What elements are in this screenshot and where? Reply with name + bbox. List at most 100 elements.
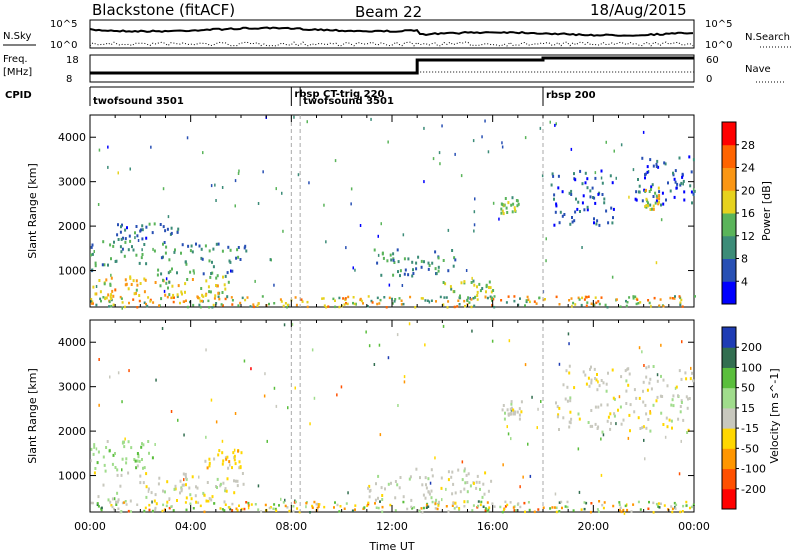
heatmap-cell (367, 295, 370, 298)
heatmap-cell (643, 438, 645, 442)
heatmap-cell (136, 452, 139, 455)
heatmap-cell (102, 240, 105, 244)
heatmap-cell (598, 302, 601, 306)
heatmap-cell (652, 204, 655, 208)
heatmap-cell (127, 287, 130, 291)
heatmap-cell (458, 507, 461, 510)
heatmap-cell (656, 196, 659, 200)
heatmap-cell (109, 500, 112, 504)
heatmap-cell (456, 305, 459, 308)
heatmap-cell (620, 375, 623, 379)
heatmap-cell (471, 509, 474, 512)
heatmap-cell (627, 436, 630, 440)
heatmap-cell (455, 505, 458, 508)
colorbar-tick-label: 24 (741, 162, 755, 175)
heatmap-cell (280, 300, 283, 303)
heatmap-cell (394, 496, 397, 500)
heatmap-cell (154, 281, 157, 284)
heatmap-cell (147, 489, 150, 493)
heatmap-cell (609, 427, 612, 431)
heatmap-cell (142, 443, 145, 447)
heatmap-cell (615, 422, 617, 426)
heatmap-cell (217, 453, 220, 457)
heatmap-cell (647, 170, 650, 173)
heatmap-cell (649, 377, 652, 381)
freq-label: Freq. (3, 54, 28, 65)
heatmap-cell (612, 207, 615, 211)
heatmap-cell (626, 508, 629, 512)
heatmap-cell (210, 398, 213, 402)
heatmap-cell (502, 212, 505, 216)
heatmap-cell (510, 437, 512, 441)
heatmap-cell (562, 383, 565, 387)
heatmap-cell (479, 487, 481, 491)
colorbar-swatch (722, 488, 736, 510)
heatmap-cell (574, 303, 577, 306)
heatmap-cell (244, 244, 247, 248)
heatmap-cell (181, 243, 184, 247)
nsky-frame (89, 19, 695, 49)
x-tick-label: 08:00 (275, 520, 307, 533)
heatmap-cell (391, 297, 393, 301)
heatmap-cell (431, 500, 434, 504)
heatmap-cell (618, 508, 621, 512)
heatmap-cell (91, 300, 94, 303)
heatmap-cell (471, 276, 473, 280)
heatmap-cell (681, 305, 684, 308)
heatmap-cell (480, 500, 483, 504)
heatmap-cell (376, 296, 379, 300)
heatmap-cell (476, 285, 478, 289)
freq-unit: [MHz] (3, 67, 32, 78)
heatmap-cell (135, 253, 138, 257)
heatmap-cell (555, 295, 558, 299)
heatmap-cell (149, 300, 152, 303)
heatmap-cell (272, 507, 275, 510)
heatmap-cell (91, 252, 94, 256)
heatmap-cell (134, 236, 136, 240)
heatmap-cell (137, 239, 140, 242)
heatmap-cell (512, 412, 515, 416)
heatmap-cell (520, 410, 523, 414)
heatmap-cell (613, 149, 615, 153)
heatmap-cell (128, 301, 130, 305)
heatmap-cell (274, 507, 277, 511)
heatmap-cell (585, 296, 588, 299)
heatmap-cell (651, 183, 654, 187)
heatmap-cell (487, 489, 490, 493)
heatmap-cell (568, 191, 571, 195)
heatmap-cell (602, 506, 605, 510)
colorbar-tick-label: 12 (741, 230, 755, 243)
heatmap-cell (610, 206, 613, 210)
heatmap-cell (90, 253, 92, 257)
heatmap-cell (454, 491, 457, 495)
heatmap-cell (572, 301, 575, 305)
heatmap-cell (635, 302, 638, 306)
heatmap-cell (155, 502, 158, 506)
heatmap-cell (152, 301, 155, 304)
beam-title: Beam 22 (355, 3, 422, 21)
heatmap-cell (205, 348, 207, 352)
heatmap-cell (190, 497, 193, 501)
heatmap-cell (154, 443, 156, 446)
heatmap-cell (237, 172, 240, 175)
heatmap-cell (287, 303, 289, 307)
heatmap-cell (477, 504, 479, 508)
heatmap-cell (166, 227, 169, 231)
heatmap-cell (615, 176, 617, 180)
heatmap-cell (507, 432, 510, 436)
heatmap-cell (284, 302, 287, 305)
heatmap-cell (166, 295, 169, 299)
heatmap-cell (381, 510, 384, 514)
heatmap-cell (466, 500, 469, 504)
heatmap-cell (108, 300, 111, 304)
heatmap-cell (99, 297, 102, 301)
heatmap-cell (129, 239, 132, 243)
heatmap-cell (221, 304, 224, 307)
heatmap-cell (368, 495, 371, 499)
nave-tick-bottom: 0 (706, 74, 712, 85)
heatmap-cell (140, 256, 143, 260)
heatmap-cell (541, 174, 544, 178)
heatmap-cell (507, 201, 510, 205)
heatmap-cell (380, 486, 383, 490)
heatmap-cell (641, 199, 644, 203)
